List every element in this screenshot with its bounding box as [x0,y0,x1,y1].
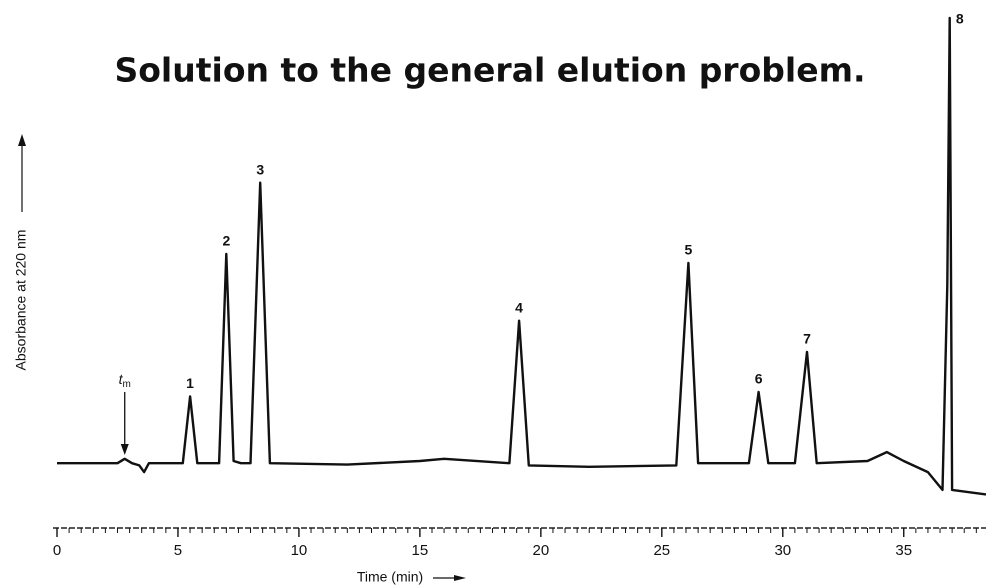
x-tick-label: 10 [291,542,308,559]
dead-time-subscript: m [123,379,131,390]
x-tick-label: 5 [174,542,182,559]
peak-label: 8 [956,11,964,27]
x-tick-label: 20 [533,542,550,559]
peak-label: 5 [685,242,693,258]
dead-time-label: tm [119,371,131,390]
y-axis-label: Absorbance at 220 nm [13,230,29,371]
peak-label: 1 [186,375,194,391]
x-tick-label: 25 [653,542,670,559]
peak-label: 7 [803,331,811,347]
x-tick-label: 15 [412,542,429,559]
peak-label: 2 [222,233,230,249]
dead-time-symbol: t [119,371,124,387]
dead-time-arrowhead [120,444,129,455]
y-axis-arrowhead [18,134,26,146]
peak-label: 4 [515,299,523,315]
x-axis-arrowhead [454,575,466,581]
trace-line [57,16,986,496]
x-axis-label: Time (min) [357,569,423,585]
peak-label: 6 [755,371,763,387]
chart-title: Solution to the general elution problem. [114,51,865,90]
peak-label: 3 [256,161,264,177]
x-tick-label: 0 [53,542,61,559]
x-tick-label: 35 [895,542,912,559]
x-tick-label: 30 [774,542,791,559]
